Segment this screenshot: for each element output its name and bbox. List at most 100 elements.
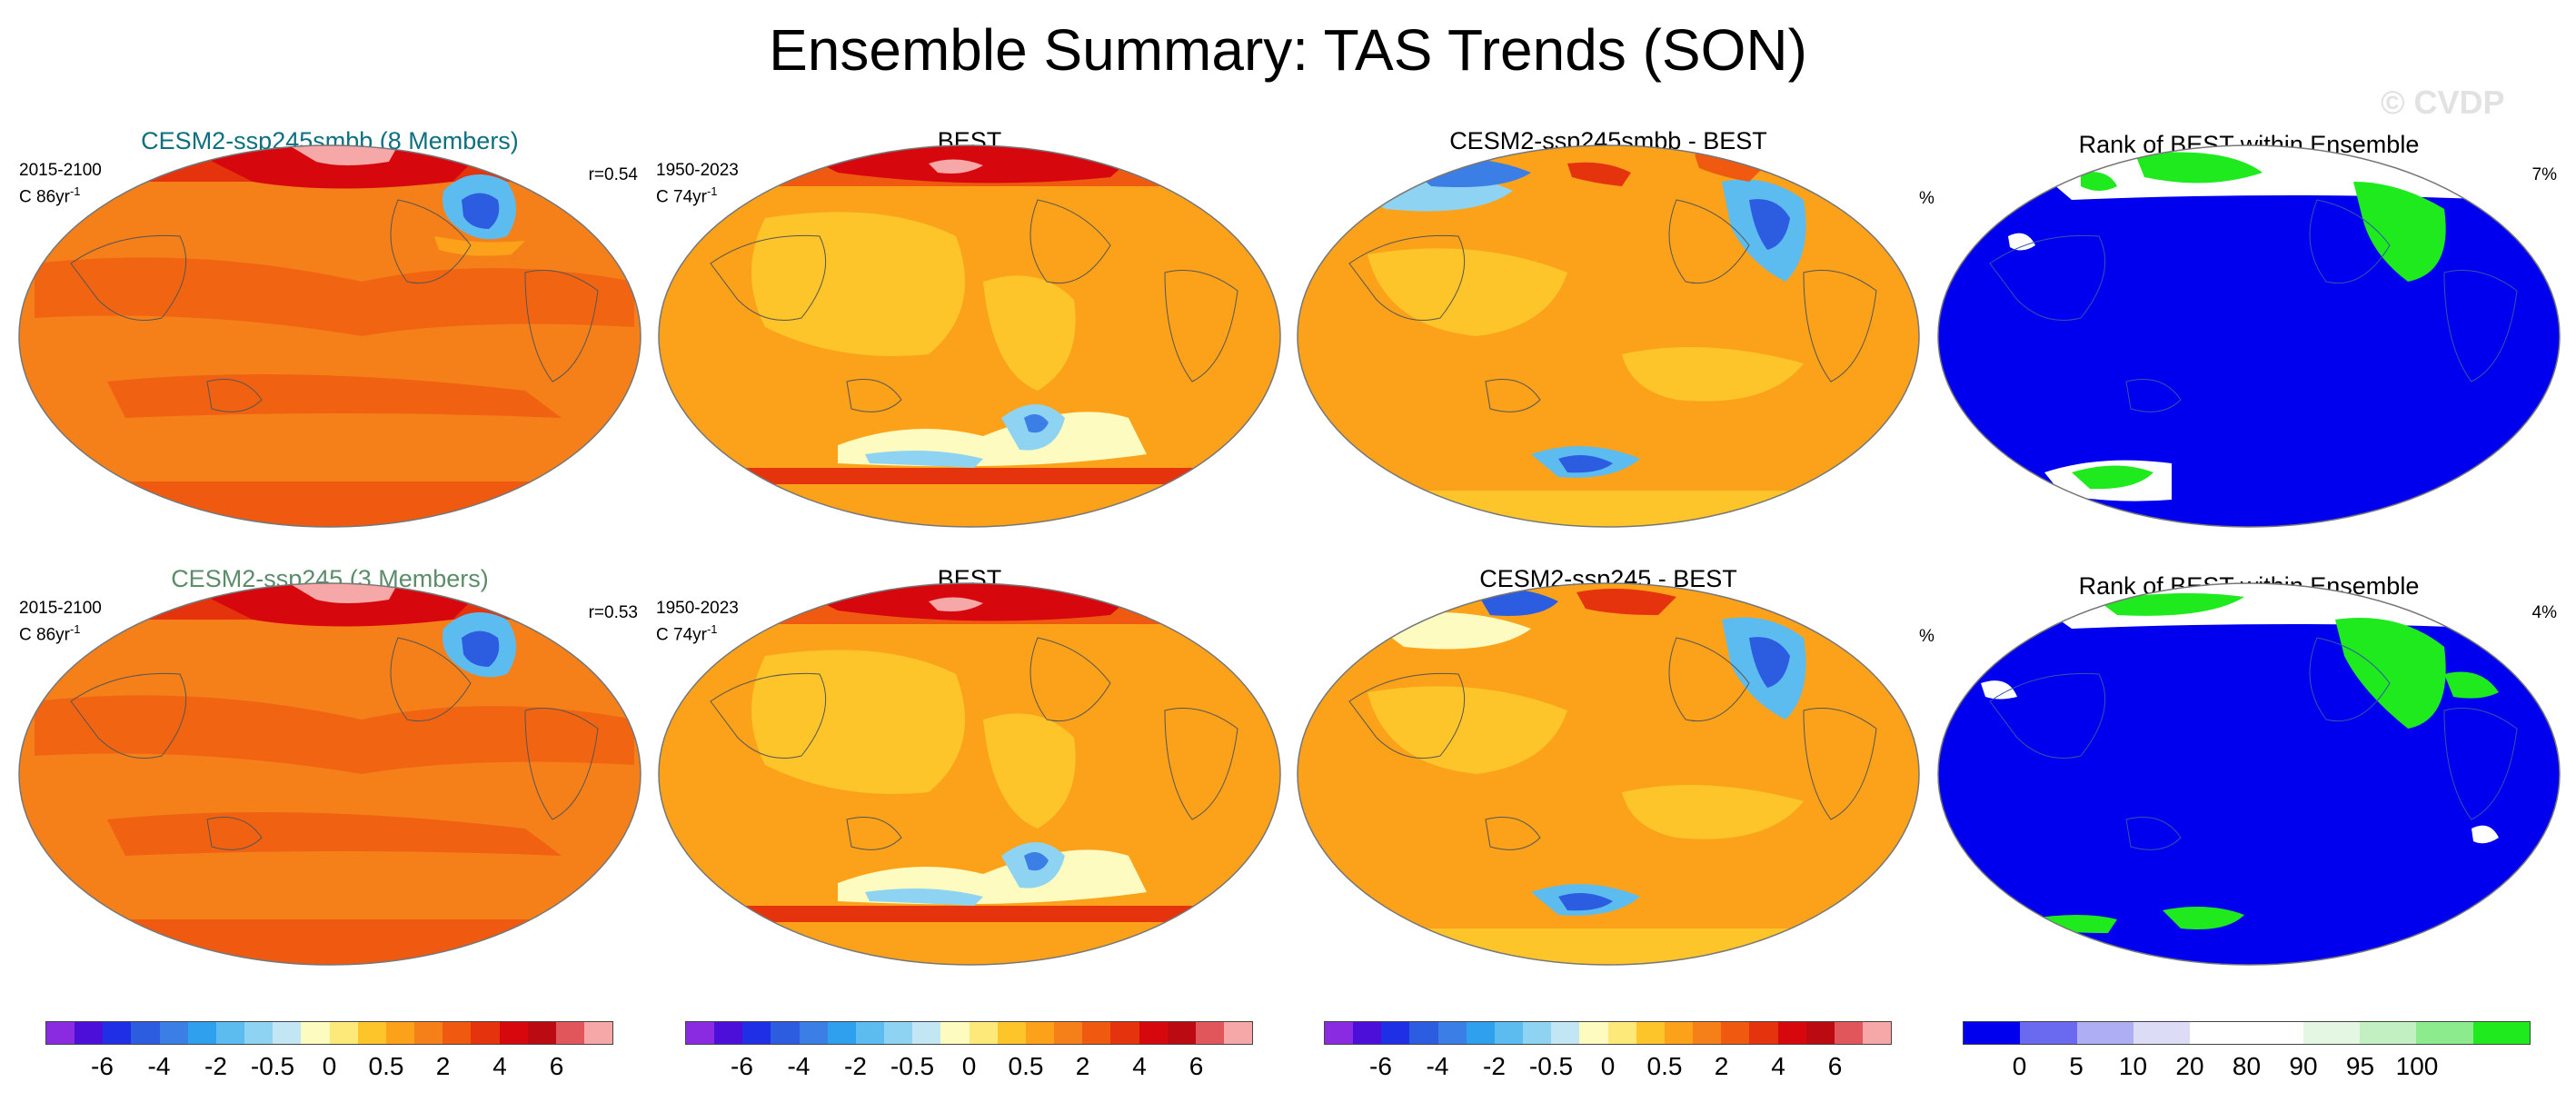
colorbar-swatch	[912, 1022, 941, 1044]
trend-units: C 74yr	[656, 625, 707, 645]
colorbar-swatch	[1381, 1022, 1410, 1044]
colorbar-swatch	[827, 1022, 856, 1044]
rank-map	[1937, 582, 2561, 966]
colorbar-swatch	[2302, 1022, 2361, 1044]
colorbar-swatch	[1834, 1022, 1863, 1044]
colorbar-tick-label: -4	[787, 1052, 811, 1080]
colorbar-tick-label: 10	[2118, 1052, 2148, 1080]
colorbar-tick-label: 6	[549, 1052, 564, 1080]
colorbar-swatch	[1025, 1022, 1055, 1044]
colorbar-swatch	[1777, 1022, 1806, 1044]
colorbar-tick-label: 0	[322, 1052, 337, 1080]
colorbar-swatch	[2020, 1022, 2077, 1044]
colorbar-tick-label: -2	[844, 1052, 867, 1080]
pattern-correlation: r=0.53	[588, 603, 638, 622]
colorbar-swatch	[1325, 1022, 1354, 1044]
difference-map	[1297, 582, 1920, 966]
colorbar-swatch	[2360, 1022, 2417, 1044]
colorbar-swatch	[1110, 1022, 1139, 1044]
colorbar-tick-label: 90	[2289, 1052, 2318, 1080]
colorbar-swatch	[2190, 1022, 2247, 1044]
period-info: 1950-2023 C 74yr-1	[656, 160, 739, 207]
rank-unit: %	[1919, 627, 1934, 646]
colorbar-swatch	[1195, 1022, 1224, 1044]
pattern-correlation: r=0.54	[588, 165, 638, 184]
colorbar-tick-label: 2	[435, 1052, 451, 1080]
colorbar-swatch	[855, 1022, 885, 1044]
colorbar-swatch	[301, 1022, 330, 1044]
obs-trend-map	[658, 144, 1281, 528]
colorbar-tick-label: 4	[1132, 1052, 1147, 1080]
colorbar-tick-label: 0.5	[1008, 1052, 1044, 1080]
colorbar-tick-label: -4	[147, 1052, 171, 1080]
period-info: 2015-2100 C 86yr-1	[19, 598, 102, 645]
colorbar-swatch	[2076, 1022, 2133, 1044]
colorbar-tick-label: 5	[2069, 1052, 2084, 1080]
trend-units: C 86yr	[19, 187, 70, 207]
colorbar-swatch	[75, 1022, 104, 1044]
panel-obs-trend-row2: BEST 1950-2023 C 74yr-1	[656, 565, 1283, 966]
panel-diff-row1: CESM2-ssp245smbb - BEST	[1295, 127, 1922, 528]
colorbar-swatch	[1466, 1022, 1495, 1044]
colorbar-swatch	[799, 1022, 828, 1044]
colorbar-swatch	[103, 1022, 132, 1044]
colorbar-tick-label: 6	[1827, 1052, 1843, 1080]
colorbar-swatch	[1693, 1022, 1722, 1044]
colorbar-swatch	[1551, 1022, 1580, 1044]
colorbar-swatch	[499, 1022, 528, 1044]
colorbar-boxes	[1324, 1021, 1892, 1045]
difference-map	[1297, 144, 1920, 528]
period-label: 2015-2100	[19, 161, 102, 180]
colorbar-tick-label: 0.5	[1646, 1052, 1683, 1080]
panel-rank-row1: Rank of BEST within Ensemble % 7%	[1919, 127, 2562, 528]
trend-units-exponent: -1	[69, 622, 81, 636]
colorbar-swatch	[1054, 1022, 1083, 1044]
trend-units-exponent: -1	[706, 184, 718, 198]
cvdp-watermark: © CVDP	[2381, 84, 2505, 121]
colorbar-swatch	[414, 1022, 443, 1044]
colorbar-swatch	[1353, 1022, 1382, 1044]
panel-rank-row2: Rank of BEST within Ensemble % 4%	[1919, 565, 2562, 966]
colorbar-boxes	[1963, 1021, 2531, 1045]
colorbar-tick-label: 4	[1771, 1052, 1785, 1080]
colorbar-swatch	[1636, 1022, 1665, 1044]
colorbar-tick-label: -2	[1483, 1052, 1506, 1080]
colorbar-tick-label: -0.5	[250, 1052, 295, 1080]
colorbar-tick-label: 2	[1714, 1052, 1729, 1080]
colorbar-swatch	[714, 1022, 743, 1044]
colorbar-swatch	[884, 1022, 913, 1044]
period-info: 1950-2023 C 74yr-1	[656, 598, 739, 645]
colorbar-tick-label: 6	[1189, 1052, 1204, 1080]
model-trend-map	[18, 144, 642, 528]
period-label: 1950-2023	[656, 161, 739, 180]
colorbar-tick-label: 95	[2345, 1052, 2375, 1080]
colorbar-tick-label: -2	[204, 1052, 227, 1080]
colorbar-tick-label: -6	[1369, 1052, 1392, 1080]
colorbar-tick-label: 100	[2395, 1052, 2439, 1080]
colorbar-swatch	[1523, 1022, 1552, 1044]
panel-diff-row2: CESM2-ssp245 - BEST	[1295, 565, 1922, 966]
colorbar-swatch	[686, 1022, 715, 1044]
page-title: Ensemble Summary: TAS Trends (SON)	[769, 17, 1807, 83]
panel-model-trend-row2: CESM2-ssp245 (3 Members) 2015-2100 C 86y…	[16, 565, 643, 966]
trend-units-exponent: -1	[706, 622, 718, 636]
colorbar-tick-label: -0.5	[1528, 1052, 1574, 1080]
colorbar-swatch	[555, 1022, 584, 1044]
colorbar-swatch	[742, 1022, 771, 1044]
colorbar-swatch	[1964, 1022, 2021, 1044]
colorbar-swatch	[1721, 1022, 1750, 1044]
colorbar-swatch	[2472, 1022, 2530, 1044]
colorbar-swatch	[471, 1022, 500, 1044]
colorbar-tick-label: -6	[91, 1052, 114, 1080]
trend-units: C 86yr	[19, 625, 70, 645]
colorbar-tick-label: -0.5	[890, 1052, 935, 1080]
colorbar-swatch	[940, 1022, 970, 1044]
period-info: 2015-2100 C 86yr-1	[19, 160, 102, 207]
colorbar-tick-label: 2	[1075, 1052, 1090, 1080]
colorbar-swatch	[385, 1022, 415, 1044]
colorbar-swatch	[1082, 1022, 1111, 1044]
colorbar-swatch	[969, 1022, 998, 1044]
obs-trend-map	[658, 582, 1281, 966]
colorbar-tick-label: -4	[1426, 1052, 1449, 1080]
rank-map	[1937, 144, 2561, 528]
